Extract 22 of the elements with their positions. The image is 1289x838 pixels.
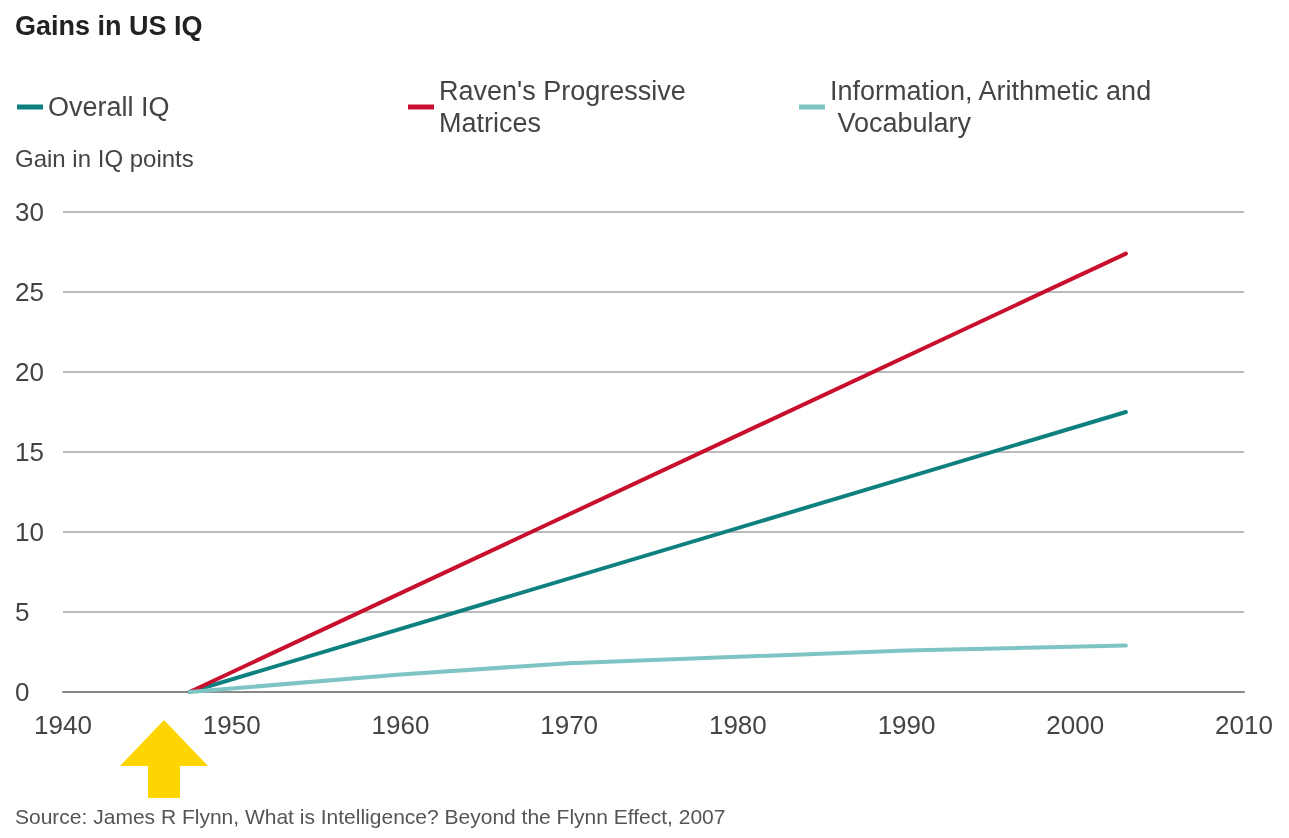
legend-label: Raven's Progressive Matrices — [439, 76, 694, 138]
y-axis-title: Gain in IQ points — [15, 144, 194, 172]
x-tick-label: 2010 — [1215, 710, 1273, 740]
x-tick-label: 1950 — [202, 710, 261, 740]
x-tick-label: 1940 — [34, 710, 92, 740]
legend-label: Overall IQ — [48, 92, 170, 122]
line-series — [187, 643, 1128, 694]
source-note: Source: James R Flynn, What is Intelligence? Beyond the Flynn Effect, 2007 — [15, 805, 726, 828]
x-tick-label: 2000 — [1046, 710, 1105, 740]
y-tick-label: 15 — [15, 437, 44, 467]
y-tick-label: 5 — [15, 597, 30, 627]
y-tick-label: 0 — [15, 677, 30, 707]
legend-label: Information, Arithmetic and Vocabulary — [830, 76, 1152, 138]
chart-title: Gains in US IQ — [15, 10, 203, 41]
y-tick-label: 25 — [15, 277, 44, 307]
y-tick-label: 10 — [15, 517, 44, 547]
y-tick-label: 20 — [15, 357, 44, 387]
x-tick-label: 1970 — [540, 710, 599, 740]
x-tick-label: 1980 — [708, 710, 767, 740]
x-tick-label: 1990 — [877, 710, 936, 740]
y-tick-label: 30 — [15, 197, 44, 227]
x-tick-label: 1960 — [371, 710, 430, 740]
